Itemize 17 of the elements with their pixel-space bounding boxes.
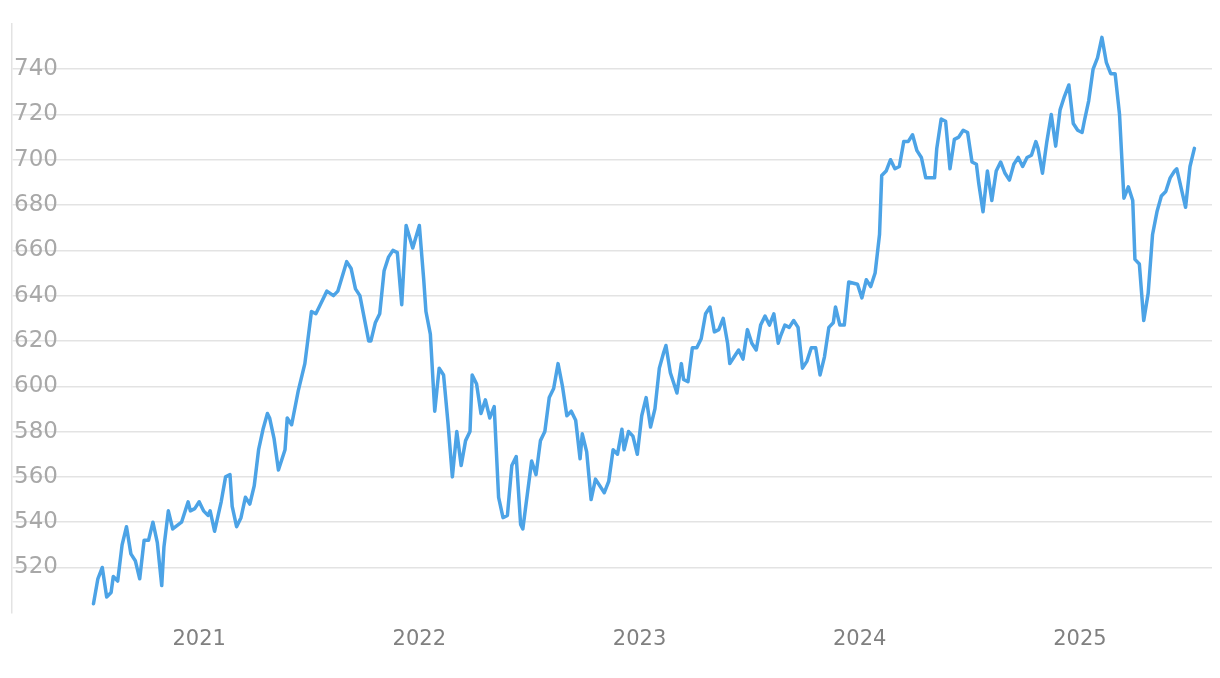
y-tick-label: 540: [14, 507, 58, 534]
x-tick-label: 2024: [832, 625, 887, 650]
y-tick-label: 620: [14, 325, 58, 352]
x-tick-label: 2025: [1053, 625, 1107, 650]
y-tick-label: 580: [14, 416, 58, 443]
y-tick-label: 520: [14, 552, 58, 579]
y-tick-label: 720: [14, 99, 58, 126]
y-tick-label: 740: [14, 54, 58, 81]
y-tick-label: 640: [14, 280, 58, 307]
x-tick-label: 2023: [612, 625, 667, 650]
x-tick-label: 2021: [172, 625, 226, 650]
y-tick-label: 700: [14, 144, 58, 171]
x-tick-label: 2022: [392, 625, 447, 650]
y-tick-label: 680: [14, 190, 58, 216]
y-tick-label: 660: [14, 235, 58, 262]
y-tick-label: 600: [14, 371, 58, 398]
y-tick-label: 560: [14, 461, 58, 488]
